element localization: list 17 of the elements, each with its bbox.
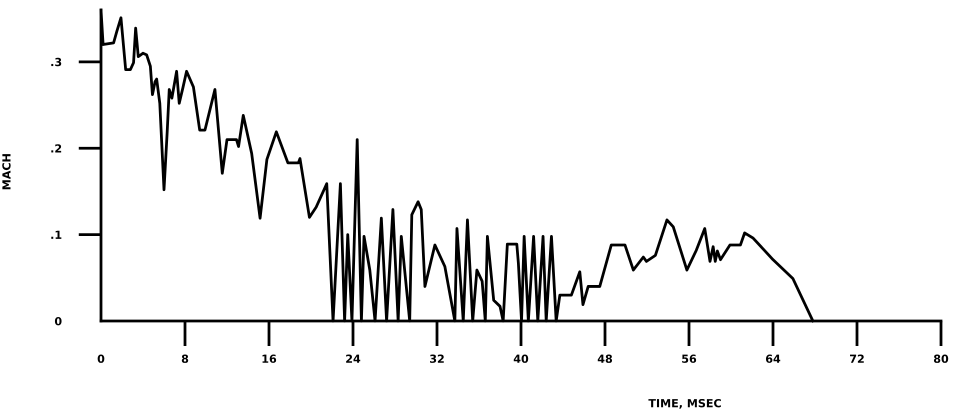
x-tick-label: 0 <box>98 354 104 363</box>
x-tick-label: 24 <box>346 354 360 363</box>
x-axis-title: TIME, MSEC <box>648 398 721 409</box>
y-tick-label: .2 <box>51 144 62 152</box>
x-tick-label: 48 <box>598 354 612 363</box>
y-tick-label: .3 <box>51 58 62 66</box>
x-tick-label: 64 <box>766 354 780 363</box>
y-tick-label: .1 <box>51 230 62 239</box>
y-axis-title: MACH <box>2 154 11 190</box>
x-tick-label: 56 <box>682 354 696 363</box>
x-tick-label: 8 <box>182 354 188 363</box>
x-tick-label: 32 <box>430 354 444 363</box>
x-tick-label: 80 <box>934 354 948 363</box>
x-tick-label: 72 <box>850 354 864 363</box>
x-tick-label: 40 <box>514 354 528 363</box>
x-tick-label: 16 <box>262 354 276 363</box>
y-tick-label: 0 <box>54 316 62 326</box>
